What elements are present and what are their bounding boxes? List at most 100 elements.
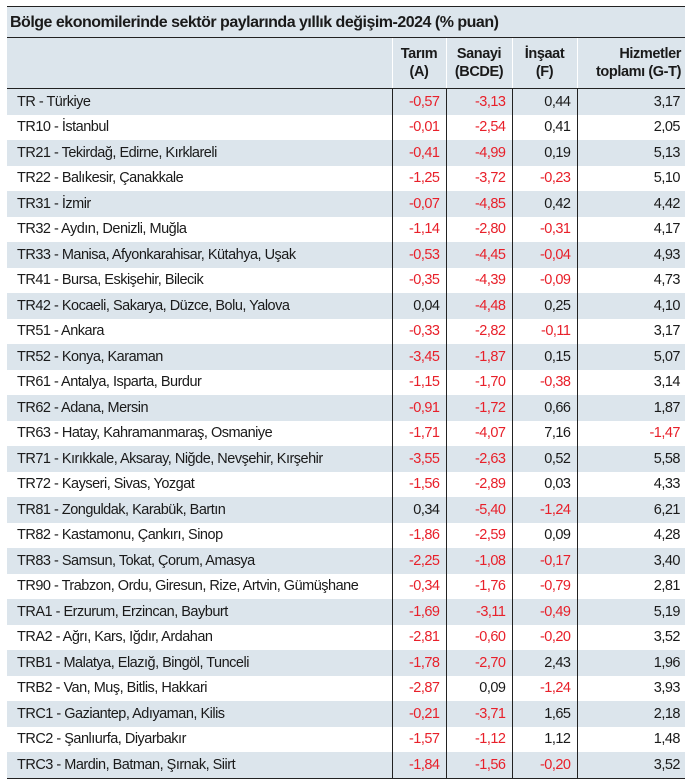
region-cell: TRC1 - Gaziantep, Adıyaman, Kilis	[7, 701, 392, 727]
sanayi-value-cell: -1,70	[445, 369, 512, 395]
hizmetler-value-cell: 4,73	[576, 267, 685, 293]
sector-share-table-container: Bölge ekonomilerinde sektör paylarında y…	[7, 6, 685, 779]
table-row: TR - Türkiye -0,57 -3,13 0,44 3,17	[7, 88, 685, 115]
sanayi-value-cell: -2,80	[445, 216, 512, 242]
table-row: TR32 - Aydın, Denizli, Muğla -1,14 -2,80 -0…	[7, 216, 685, 242]
tarim-value-cell: 0,04	[391, 293, 446, 319]
sanayi-value-cell: -1,87	[445, 344, 512, 370]
region-cell: TR63 - Hatay, Kahramanmaraş, Osmaniye	[17, 425, 273, 442]
hizmetler-value-cell: 4,33	[576, 471, 685, 497]
hizmetler-value-cell: 4,17	[576, 216, 685, 242]
hizmetler-value-cell: 2,05	[576, 114, 685, 140]
region-cell: TR82 - Kastamonu, Çankırı, Sinop	[17, 527, 223, 544]
insaat-value-cell: -0,49	[511, 599, 577, 625]
header-sanayi: Sanayi (BCDE)	[445, 38, 512, 89]
tarim-value-cell: -0,35	[391, 267, 446, 293]
sanayi-value-cell: -5,40	[445, 497, 512, 523]
hizmetler-value-cell: 5,19	[576, 599, 685, 625]
sanayi-value-cell: -3,11	[445, 599, 512, 625]
tarim-value-cell: -2,81	[391, 624, 446, 650]
sanayi-value-cell: -2,59	[445, 522, 512, 548]
insaat-value-cell: 0,03	[511, 471, 577, 497]
header-hizmetler-line2: toplamı (G-T)	[595, 64, 681, 80]
tarim-value-cell: -1,71	[391, 420, 446, 446]
table-row: TRC2 - Şanlıurfa, Diyarbakır -1,57 -1,12 1,…	[7, 726, 685, 752]
header-sanayi-line1: Sanayi	[456, 46, 502, 62]
table-row: TRC3 - Mardin, Batman, Şırnak, Siirt -1,8…	[7, 752, 685, 779]
tarim-value-cell: -0,57	[391, 88, 446, 115]
table-row: TR71 - Kırıkkale, Aksaray, Niğde, Nevşeh…	[7, 446, 685, 472]
sanayi-value-cell: -4,48	[445, 293, 512, 319]
header-tarim-line2: (A)	[409, 64, 429, 80]
hizmetler-value-cell: 1,96	[576, 650, 685, 676]
insaat-value-cell: -0,20	[511, 624, 577, 650]
hizmetler-value-cell: 4,42	[576, 191, 685, 217]
table-row: TRA1 - Erzurum, Erzincan, Bayburt -1,69 -3…	[7, 599, 685, 625]
table-row: TRB2 - Van, Muş, Bitlis, Hakkari -2,87 0,0…	[7, 675, 685, 701]
table-row: TRB1 - Malatya, Elazığ, Bingöl, Tunceli -…	[7, 650, 685, 676]
tarim-value-cell: -0,91	[391, 395, 446, 421]
insaat-value-cell: 0,15	[511, 344, 577, 370]
hizmetler-value-cell: 1,87	[576, 395, 685, 421]
insaat-value-cell: 0,66	[511, 395, 577, 421]
insaat-value-cell: -0,20	[511, 752, 577, 779]
insaat-value-cell: 0,09	[511, 522, 577, 548]
region-cell: TR81 - Zonguldak, Karabük, Bartın	[7, 497, 392, 523]
tarim-value-cell: -2,87	[391, 675, 446, 701]
sector-share-table: Tarım (A) Sanayi (BCDE) İnşaat (F) Hizmetle…	[7, 38, 685, 779]
hizmetler-value-cell: 3,93	[576, 675, 685, 701]
hizmetler-value-cell: 1,48	[576, 726, 685, 752]
sanayi-value-cell: -2,54	[445, 114, 512, 140]
insaat-value-cell: 1,65	[511, 701, 577, 727]
hizmetler-value-cell: 5,07	[576, 344, 685, 370]
table-title: Bölge ekonomilerinde sektör paylarında y…	[7, 7, 685, 38]
table-row: TRC1 - Gaziantep, Adıyaman, Kilis -0,21 -3…	[7, 701, 685, 727]
region-cell: TR22 - Balıkesir, Çanakkale	[17, 170, 184, 187]
region-cell: TR71 - Kırıkkale, Aksaray, Niğde, Nevşeh…	[7, 446, 392, 472]
table-row: TR90 - Trabzon, Ordu, Giresun, Rize, Art…	[7, 573, 685, 599]
tarim-value-cell: -2,25	[391, 548, 446, 574]
sanayi-value-cell: -4,39	[445, 267, 512, 293]
table-row: TR62 - Adana, Mersin -0,91 -1,72 0,66 1,87	[7, 395, 685, 421]
header-hizmetler-line1: Hizmetler	[619, 46, 681, 62]
hizmetler-value-cell: 6,21	[576, 497, 685, 523]
region-cell: TR10 - İstanbul	[17, 119, 109, 136]
region-cell: TR83 - Samsun, Tokat, Çorum, Amasya	[7, 548, 392, 574]
hizmetler-value-cell: 5,58	[576, 446, 685, 472]
header-insaat: İnşaat (F)	[511, 38, 577, 89]
insaat-value-cell: 7,16	[511, 420, 577, 446]
insaat-value-cell: 0,41	[511, 114, 577, 140]
insaat-value-cell: -0,23	[511, 165, 577, 191]
table-row: TR42 - Kocaeli, Sakarya, Düzce, Bolu, Ya…	[7, 293, 685, 319]
table-row: TR51 - Ankara -0,33 -2,82 -0,11 3,17	[7, 318, 685, 344]
sanayi-value-cell: -2,82	[445, 318, 512, 344]
insaat-value-cell: 2,43	[511, 650, 577, 676]
region-cell: TR - Türkiye	[7, 88, 392, 115]
insaat-value-cell: -0,11	[511, 318, 577, 344]
region-cell: TRC2 - Şanlıurfa, Diyarbakır	[17, 731, 186, 748]
header-hizmetler: Hizmetler toplamı (G-T)	[576, 38, 685, 89]
hizmetler-value-cell: 3,17	[576, 318, 685, 344]
hizmetler-value-cell: 4,10	[576, 293, 685, 319]
insaat-value-cell: -0,31	[511, 216, 577, 242]
table-row: TR82 - Kastamonu, Çankırı, Sinop -1,86 -2,…	[7, 522, 685, 548]
header-row: Tarım (A) Sanayi (BCDE) İnşaat (F) Hizmetle…	[7, 38, 685, 89]
tarim-value-cell: -1,57	[391, 726, 446, 752]
hizmetler-value-cell: 2,81	[576, 573, 685, 599]
sanayi-value-cell: -0,60	[445, 624, 512, 650]
header-sanayi-line2: (BCDE)	[454, 64, 504, 80]
sanayi-value-cell: -1,56	[445, 752, 512, 779]
hizmetler-value-cell: 3,52	[576, 752, 685, 779]
region-cell: TR33 - Manisa, Afyonkarahisar, Kütahya, …	[7, 242, 392, 268]
hizmetler-value-cell: 3,40	[576, 548, 685, 574]
tarim-value-cell: -1,56	[391, 471, 446, 497]
sanayi-value-cell: -3,72	[445, 165, 512, 191]
hizmetler-value-cell: 5,13	[576, 140, 685, 166]
region-cell: TR90 - Trabzon, Ordu, Giresun, Rize, Art…	[17, 578, 359, 595]
hizmetler-value-cell: -1,47	[576, 420, 685, 446]
insaat-value-cell: -0,79	[511, 573, 577, 599]
insaat-value-cell: 0,19	[511, 140, 577, 166]
tarim-value-cell: -1,78	[391, 650, 446, 676]
tarim-value-cell: -1,14	[391, 216, 446, 242]
tarim-value-cell: -0,41	[391, 140, 446, 166]
